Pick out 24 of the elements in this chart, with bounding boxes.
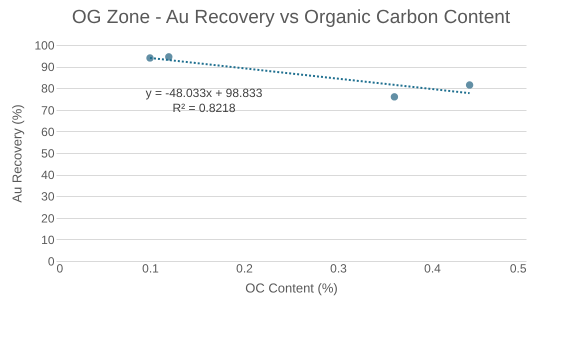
- y-tick-label: 10: [41, 232, 55, 247]
- y-tick-label: 80: [41, 82, 55, 96]
- y-tick-label: 30: [41, 190, 55, 204]
- point: [390, 93, 398, 101]
- y-tick-label: 60: [41, 124, 55, 139]
- chart-title: OG Zone - Au Recovery vs Organic Carbon Content: [72, 7, 511, 28]
- y-axis-title: Au Recovery (%): [9, 104, 24, 203]
- y-tick-label: 90: [41, 60, 55, 74]
- x-tick-label: 0: [56, 262, 64, 276]
- y-tick-label: 20: [41, 211, 55, 226]
- point: [165, 53, 173, 61]
- x-tick-label: 0.4: [424, 262, 442, 276]
- y-tick-label: 70: [41, 103, 55, 118]
- x-axis-title: OC Content (%): [245, 280, 338, 296]
- annotation: R² = 0.8218: [172, 101, 236, 115]
- annotation: y = -48.033x + 98.833: [146, 86, 263, 100]
- y-tick-label: 40: [41, 168, 55, 182]
- y-tick-label: 100: [34, 38, 55, 52]
- x-tick-label: 0.5: [510, 262, 527, 276]
- x-tick-label: 0.2: [236, 262, 254, 276]
- x-tick-label: 0.1: [142, 262, 160, 276]
- y-tick-label: 50: [41, 146, 55, 160]
- point: [466, 81, 474, 89]
- x-tick-label: 0.3: [330, 262, 348, 276]
